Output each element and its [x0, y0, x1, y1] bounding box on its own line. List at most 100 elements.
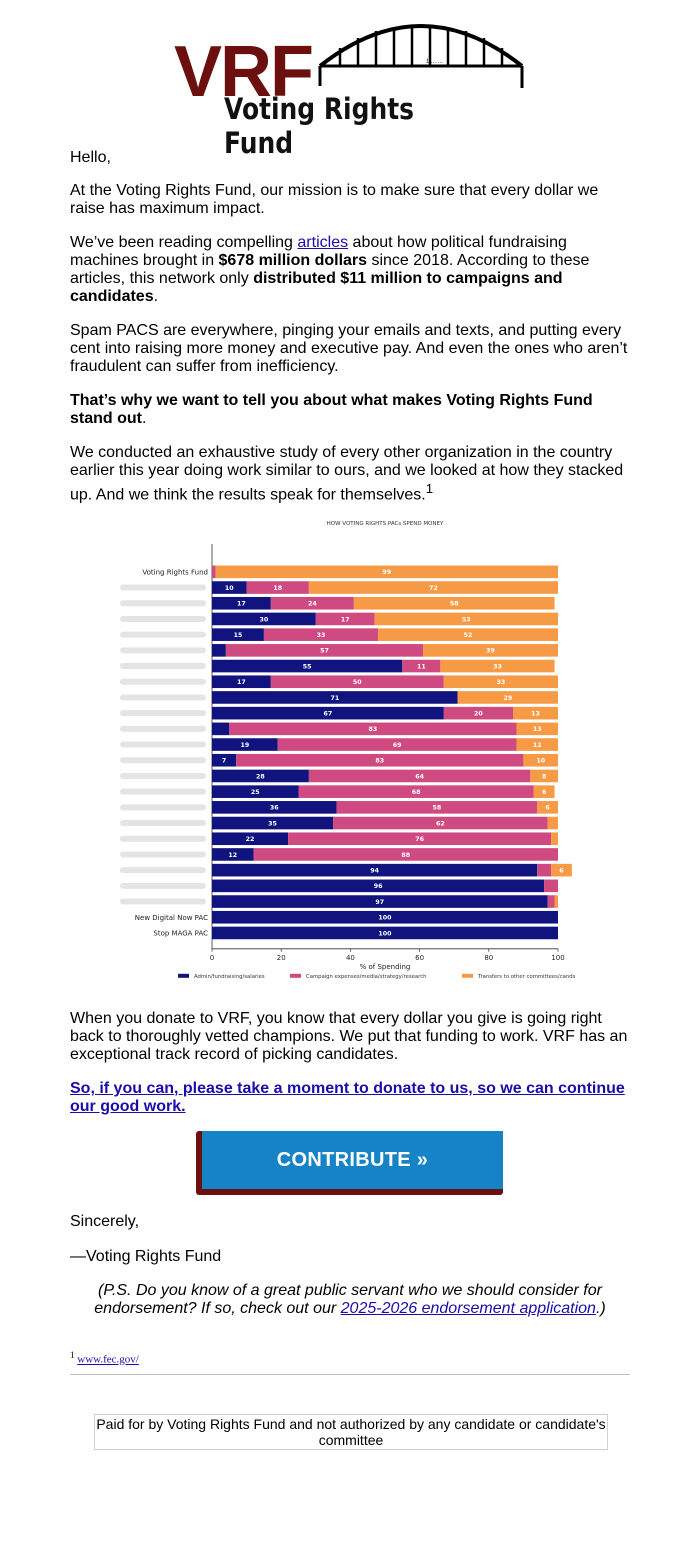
bar-segment: [547, 816, 558, 830]
p4-bold: That’s why we want to tell you about wha…: [70, 392, 593, 427]
legend-label: Admin/fundraising/salaries: [194, 974, 265, 980]
x-tick-label: 0: [210, 954, 214, 962]
bar-segment: [402, 659, 441, 673]
bar-data-label: 53: [462, 616, 471, 623]
bar-data-label: 17: [237, 679, 246, 686]
bar-segment: [544, 879, 558, 893]
cta-text-block: So, if you can, please take a moment to …: [70, 1080, 632, 1116]
x-tick-label: 20: [277, 954, 286, 962]
bar-data-label: 22: [246, 836, 255, 843]
logo-abbrev: VRF: [174, 32, 314, 112]
bar-segment: [530, 769, 558, 783]
bar-data-label: 100: [378, 915, 392, 922]
category-label-blurred: [120, 741, 206, 748]
p2-bold-distributed: distributed $11 million to campaigns and…: [70, 270, 563, 305]
spending-chart: HOW VOTING RIGHTS PACs SPEND MONEY Voting…: [100, 512, 600, 994]
bar-segment: [212, 926, 558, 940]
p4-end: .: [142, 410, 147, 427]
legend-label: Campaign expenses/media/strategy/researc…: [306, 974, 427, 980]
bar-data-label: 10: [536, 758, 545, 765]
bar-segment: [533, 785, 555, 798]
bar-data-label: 83: [375, 758, 384, 765]
bar-data-label: 12: [228, 852, 237, 859]
bar-data-label: 12: [533, 742, 542, 749]
bar-data-label: 57: [320, 648, 329, 655]
category-label-blurred: [120, 772, 206, 779]
bar-data-label: 71: [330, 695, 339, 702]
bar-data-label: 83: [369, 726, 378, 733]
bar-data-label: 100: [378, 930, 392, 937]
bar-segment: [212, 910, 558, 924]
bar-segment: [353, 596, 555, 610]
bar-segment: [308, 769, 531, 783]
bar-segment: [537, 863, 552, 877]
bar-data-label: 39: [486, 648, 495, 655]
category-label-blurred: [120, 710, 206, 717]
ps-text-b: .): [595, 1300, 606, 1317]
bar-data-label: 28: [256, 773, 265, 780]
p2-bold-amount: $678 million dollars: [218, 252, 368, 269]
bar-data-label: 7: [222, 758, 226, 765]
bar-data-label: 6: [559, 867, 564, 874]
greeting: Hello,: [70, 149, 111, 166]
bar-segment: [212, 581, 247, 594]
bar-data-label: 33: [317, 632, 326, 639]
bar-segment: [212, 879, 545, 893]
paragraph-donate: When you donate to VRF, you know that ev…: [70, 1010, 628, 1063]
bar-segment: [440, 659, 555, 673]
bar-segment: [551, 832, 558, 846]
bar-segment: [212, 612, 316, 626]
paid-for-disclaimer: Paid for by Voting Rights Fund and not a…: [94, 1414, 608, 1450]
bar-data-label: 69: [393, 742, 402, 749]
bar-segment: [547, 895, 555, 908]
category-label-blurred: [120, 631, 206, 638]
contribute-button[interactable]: CONTRIBUTE »: [202, 1131, 503, 1189]
category-label-blurred: [120, 820, 206, 827]
bar-data-label: 18: [273, 585, 282, 592]
bar-data-label: 25: [251, 789, 260, 796]
divider: [70, 1374, 630, 1375]
vrf-logo: VRF 1 ... ... Voting Rights Fund: [174, 14, 534, 160]
bar-segment: [212, 565, 216, 579]
bar-data-label: 35: [268, 820, 277, 827]
bar-segment: [212, 769, 309, 783]
contribute-button-wrap: CONTRIBUTE »: [196, 1131, 503, 1195]
bar-segment: [516, 738, 558, 751]
bar-segment: [270, 596, 354, 610]
paragraph-study: We conducted an exhaustive study of ever…: [70, 444, 632, 504]
footnote: 1 www.fec.gov/: [70, 1350, 139, 1366]
category-label-blurred: [120, 678, 206, 685]
spending-chart-svg: HOW VOTING RIGHTS PACs SPEND MONEY Voting…: [120, 521, 576, 980]
bar-segment: [212, 785, 299, 798]
bar-segment: [516, 722, 558, 736]
articles-link[interactable]: articles: [297, 234, 349, 251]
bar-segment: [288, 832, 552, 846]
bar-data-label: 24: [308, 601, 317, 608]
bar-data-label: 29: [503, 695, 512, 702]
x-tick-label: 40: [346, 954, 355, 962]
footnote-ref: 1: [425, 481, 434, 496]
legend-label: Transfers to other committees/cands: [477, 974, 576, 980]
category-label-blurred: [120, 694, 206, 701]
bar-segment: [277, 738, 517, 751]
p2-text-c: since 2018. According to these articles,…: [70, 252, 590, 287]
category-label-blurred: [120, 835, 206, 842]
donate-link[interactable]: So, if you can, please take a moment to …: [70, 1080, 625, 1115]
bridge-icon: 1 ... ...: [318, 24, 524, 88]
fec-link[interactable]: www.fec.gov/: [77, 1353, 139, 1366]
bar-data-label: 6: [542, 789, 547, 796]
bar-segment: [551, 863, 572, 877]
paragraph-articles: We’ve been reading compelling articles a…: [70, 234, 632, 306]
bar-segment: [212, 691, 458, 704]
x-axis-label: % of Spending: [360, 963, 411, 971]
bar-data-label: 64: [415, 773, 424, 780]
category-label-blurred: [120, 804, 206, 811]
bar-segment: [212, 675, 271, 689]
endorsement-link[interactable]: 2025-2026 endorsement application: [340, 1300, 596, 1317]
bar-segment: [315, 612, 375, 626]
bar-segment: [554, 895, 558, 908]
bar-data-label: 6: [545, 805, 550, 812]
bar-data-label: 11: [417, 663, 426, 670]
bar-data-label: 13: [533, 726, 542, 733]
category-label-blurred: [120, 584, 206, 591]
